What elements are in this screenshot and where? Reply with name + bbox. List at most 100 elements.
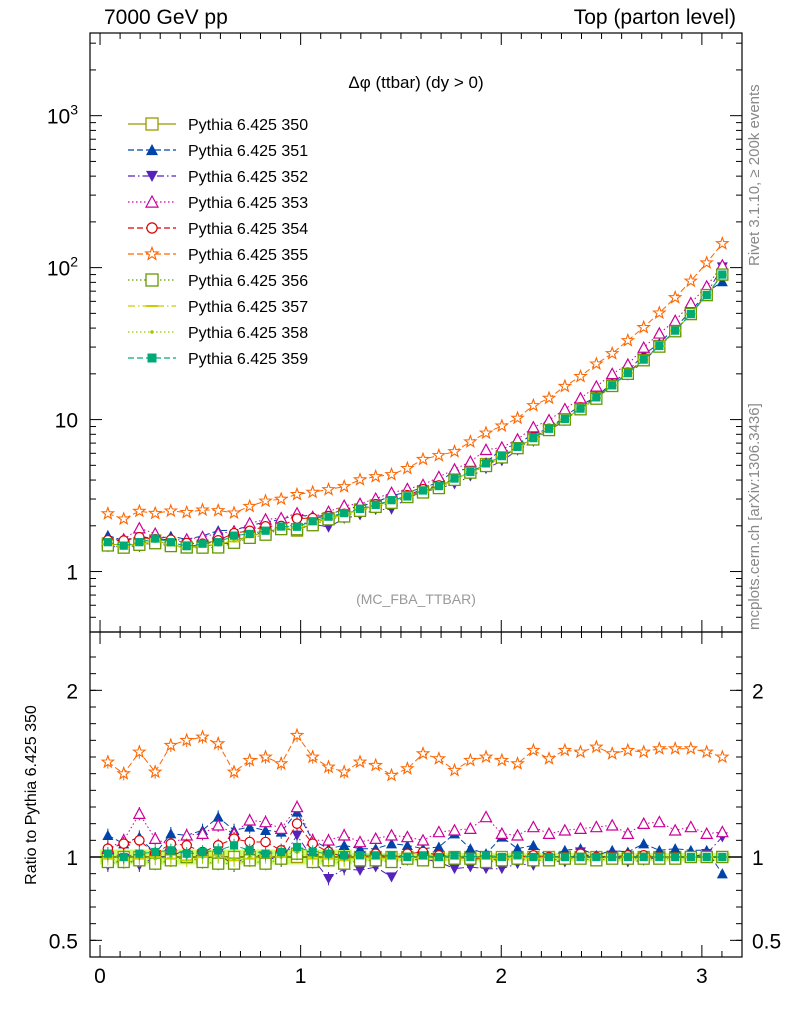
marker (529, 852, 538, 862)
marker (226, 505, 242, 520)
y-tick-label: 1 (66, 847, 78, 870)
marker (592, 393, 601, 402)
marker (450, 474, 459, 483)
marker (323, 873, 335, 885)
marker (102, 829, 114, 841)
marker (212, 811, 224, 822)
marker (145, 273, 159, 287)
y-tick-label-right: 0.5 (752, 930, 781, 953)
marker (560, 852, 569, 862)
marker (608, 381, 617, 390)
marker (513, 442, 522, 451)
marker (163, 503, 179, 518)
marker (463, 454, 477, 467)
y-tick-label-right: 2 (752, 680, 764, 703)
marker (589, 356, 604, 371)
marker (242, 498, 257, 513)
marker (100, 754, 116, 769)
header-left: 7000 GeV pp (104, 6, 228, 29)
marker (589, 820, 603, 833)
marker (321, 481, 336, 496)
marker (291, 818, 303, 829)
marker (526, 397, 541, 412)
marker (637, 816, 651, 829)
marker (671, 852, 680, 862)
marker (479, 810, 493, 823)
series-5 (100, 235, 730, 526)
marker (210, 502, 226, 517)
marker (352, 472, 368, 486)
marker (135, 849, 144, 858)
marker (144, 245, 160, 261)
chart-title: Δφ (ttbar) (dy > 0) (348, 73, 483, 92)
marker (466, 467, 475, 477)
marker (243, 813, 257, 826)
marker (639, 852, 648, 862)
marker (324, 512, 333, 521)
marker (163, 737, 179, 752)
marker (667, 740, 683, 755)
marker (384, 466, 399, 481)
marker (324, 849, 333, 858)
marker (261, 849, 270, 858)
marker (400, 460, 415, 475)
y-tick-label-right: 1 (752, 847, 764, 870)
series-line (107, 281, 723, 542)
marker (718, 270, 727, 279)
marker (400, 830, 414, 843)
marker (145, 117, 159, 131)
marker (542, 413, 556, 426)
marker (479, 443, 493, 456)
marker (478, 749, 494, 764)
legend-label: Pythia 6.425 354 (188, 221, 308, 238)
legend-label: Pythia 6.425 356 (188, 273, 308, 290)
marker (368, 757, 383, 772)
marker (400, 760, 415, 775)
marker (638, 838, 650, 849)
marker (147, 764, 163, 779)
marker (620, 742, 636, 757)
marker (494, 752, 510, 767)
plot-frame (89, 631, 743, 958)
y-tick-label: 1 (66, 562, 78, 585)
marker (135, 538, 144, 547)
ratio-line (107, 806, 723, 850)
marker (146, 170, 158, 182)
marker (245, 846, 254, 855)
marker (496, 863, 508, 875)
marker (699, 744, 714, 759)
marker (526, 820, 540, 833)
marker (573, 744, 588, 759)
marker (432, 470, 446, 483)
marker (165, 828, 177, 839)
marker (289, 727, 305, 742)
marker (182, 542, 191, 551)
marker (403, 852, 412, 862)
series-line (107, 265, 723, 541)
marker (273, 755, 289, 770)
marker (466, 852, 475, 862)
marker (166, 538, 175, 547)
marker (573, 368, 588, 383)
marker (147, 505, 163, 520)
marker (542, 826, 556, 839)
marker (148, 831, 162, 844)
marker (371, 851, 380, 860)
legend-label: Pythia 6.425 352 (188, 169, 308, 186)
marker (464, 843, 476, 854)
y-tick-exponent: 3 (70, 102, 78, 118)
marker (463, 752, 478, 767)
marker (166, 846, 175, 855)
marker (336, 764, 352, 779)
marker (214, 846, 223, 855)
marker (195, 729, 210, 744)
legend-label: Pythia 6.425 358 (188, 325, 308, 342)
marker (671, 326, 680, 335)
marker (718, 852, 727, 862)
ratio-line (107, 822, 723, 861)
marker (371, 500, 380, 509)
marker (558, 823, 572, 836)
marker (354, 865, 366, 876)
marker (684, 296, 698, 309)
marker (432, 825, 446, 838)
